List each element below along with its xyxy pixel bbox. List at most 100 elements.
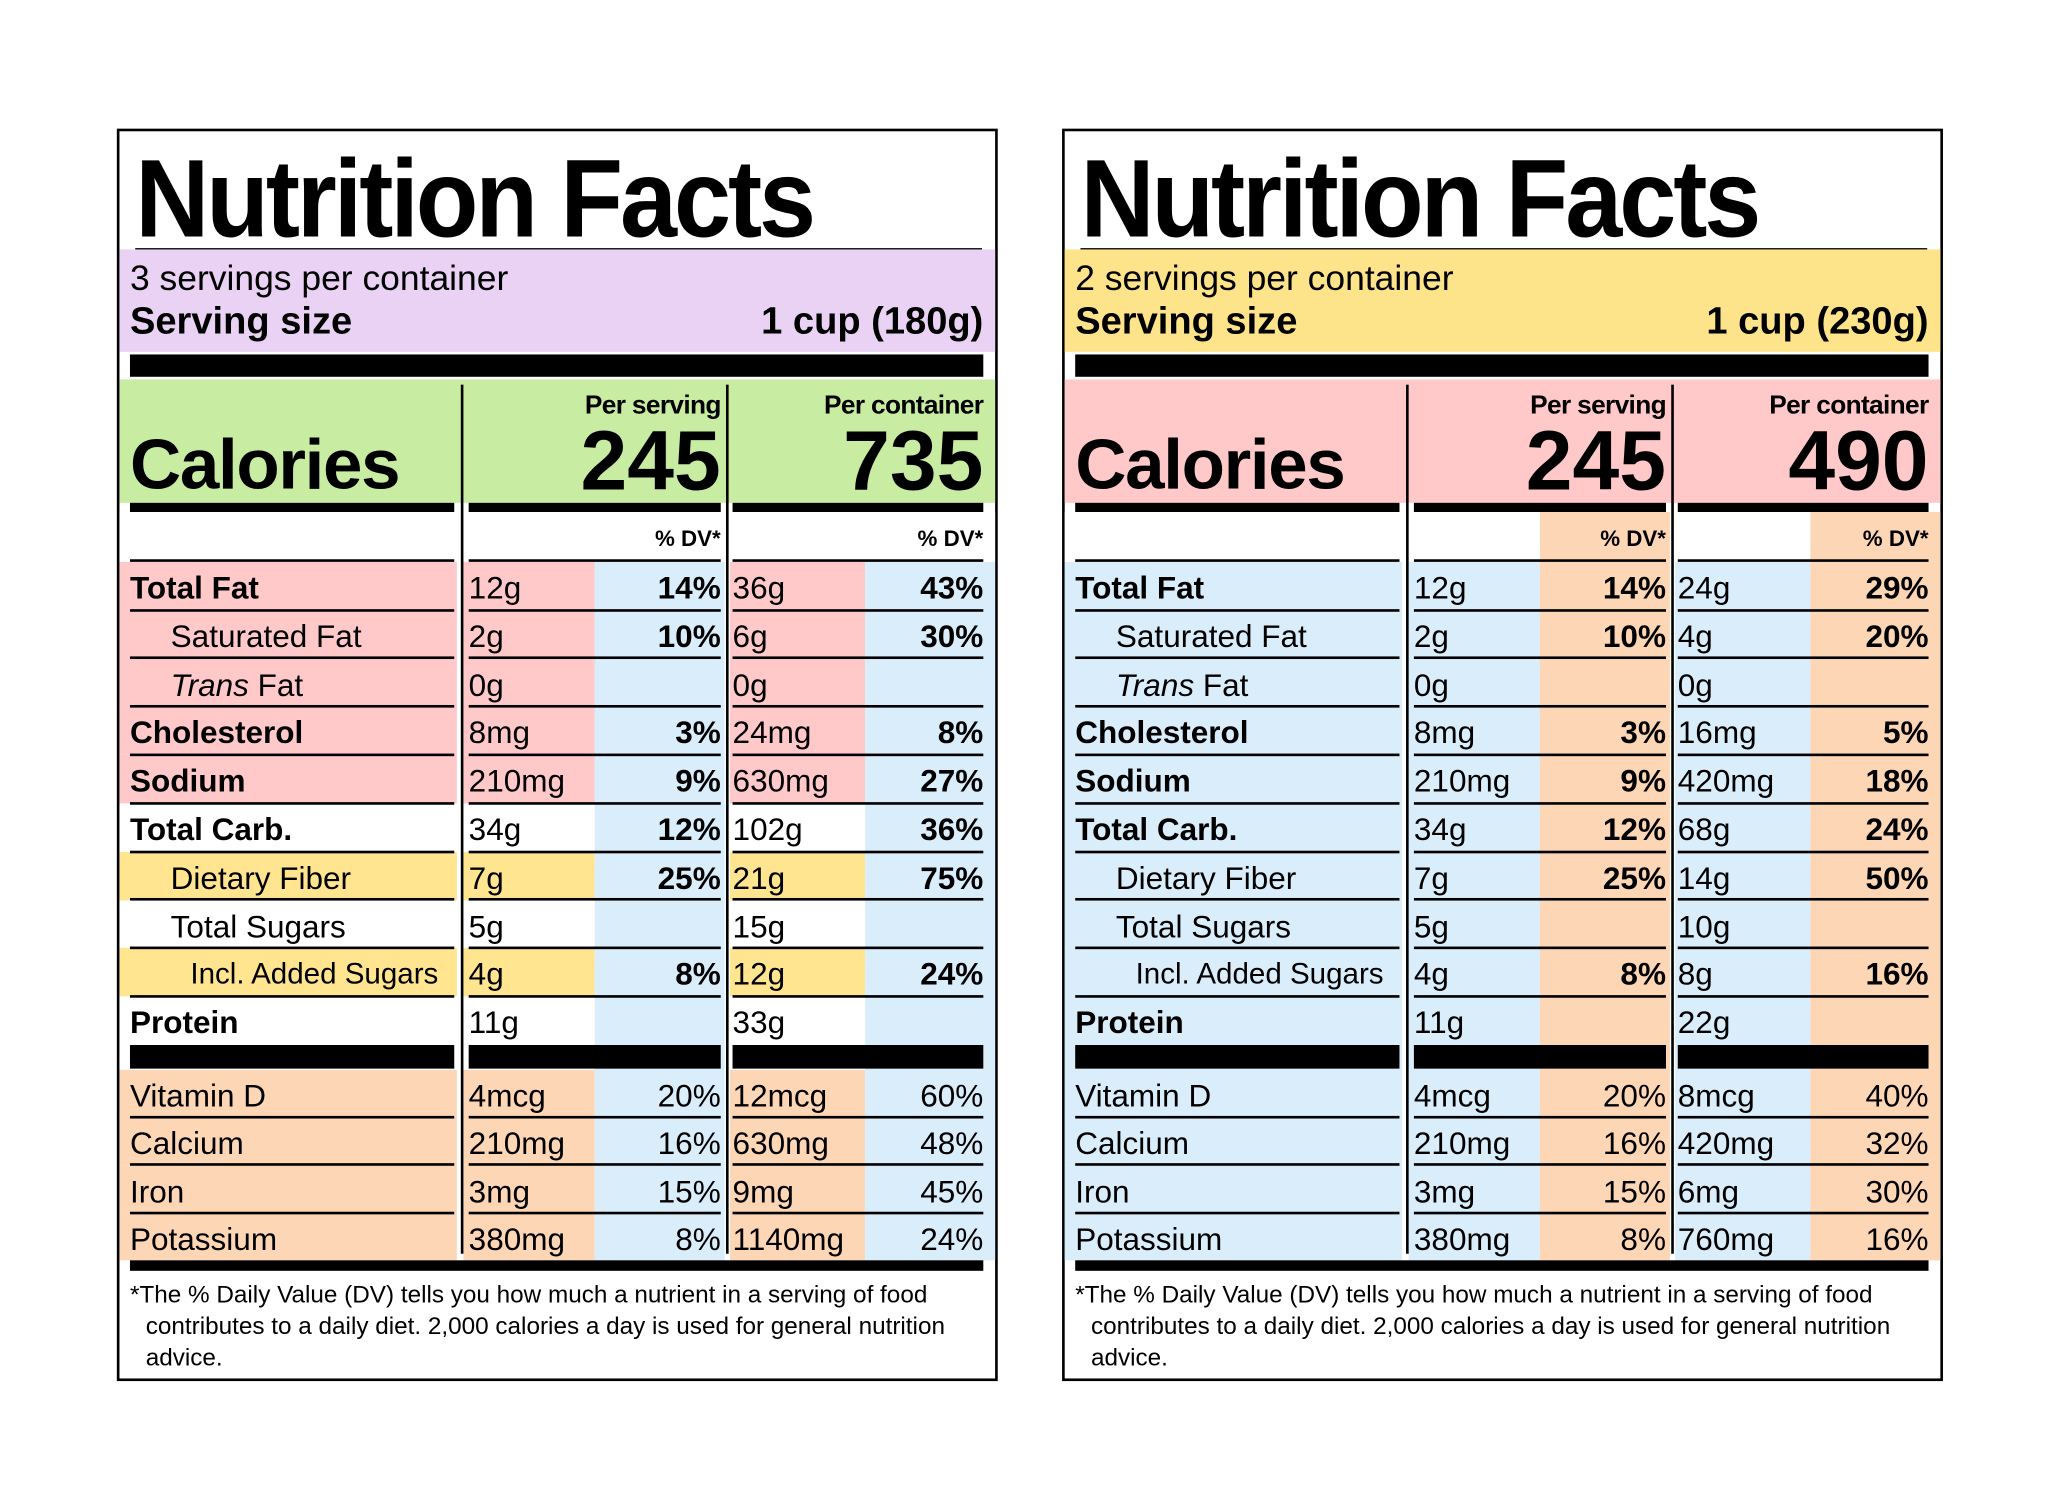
container-dv: 40% (1865, 1079, 1929, 1115)
label-cell-bg (1064, 900, 1403, 949)
vitamin-name: Calcium (1075, 1126, 1190, 1163)
container-amount: 630mg (732, 1126, 829, 1163)
dv-cell-bg (1539, 1117, 1670, 1166)
amount-cell-bg (1675, 511, 1811, 562)
amount-cell-bg (729, 561, 866, 611)
label-cell-bg (119, 996, 457, 1046)
label-cell-bg (1064, 1165, 1403, 1214)
row-rule (1075, 1211, 1400, 1214)
serving-amount: 210mg (468, 1126, 566, 1163)
container-dv: 75% (920, 860, 984, 897)
serving-dv: 20% (657, 1079, 721, 1115)
container-amount: 420mg (1677, 1126, 1775, 1163)
servings-per-container: 2 servings per container (1075, 258, 1454, 299)
amount-cell-bg (1408, 706, 1540, 756)
serving-amount: 5g (468, 909, 504, 945)
row-rule (129, 994, 455, 998)
nutrient-name-text: Total Sugars (1115, 909, 1292, 945)
dv-cell-bg (865, 900, 996, 949)
dv-cell-bg (865, 803, 996, 853)
row-rule (129, 850, 455, 853)
dv-cell-bg (1539, 1069, 1670, 1118)
serving-dv: 10% (1602, 619, 1666, 655)
row-rule (1677, 1163, 1929, 1167)
amount-cell-bg (729, 1212, 866, 1261)
amount-cell-bg (463, 1212, 595, 1261)
label-cell-bg (119, 755, 457, 804)
row-rule (1075, 801, 1400, 805)
container-amount: 10g (1677, 909, 1731, 945)
row-rule (732, 705, 984, 708)
row-rule (1075, 898, 1400, 901)
row-rule (732, 898, 984, 901)
thick-bar (129, 1045, 455, 1069)
row-rule (1677, 753, 1929, 757)
row-rule (1677, 656, 1929, 660)
serving-dv: 9% (1620, 764, 1666, 800)
amount-cell-bg (729, 658, 866, 708)
dv-cell-bg (1539, 803, 1670, 853)
serving-amount: 0g (1413, 667, 1449, 704)
amount-cell-bg (729, 803, 866, 853)
amount-cell-bg (463, 996, 595, 1046)
nutrient-name-text: Dietary Fiber (170, 860, 352, 897)
dv-cell-bg (865, 996, 996, 1046)
row-rule (468, 608, 721, 612)
amount-cell-bg (1675, 1117, 1811, 1166)
serving-amount: 4mcg (1413, 1079, 1491, 1115)
serving-dv: 8% (1620, 1222, 1666, 1258)
per-serving-label: Per serving (1530, 391, 1666, 421)
dv-cell-bg (865, 658, 996, 708)
label-cell-bg (119, 948, 457, 997)
nutrient-name-text: Total Carb. (1075, 812, 1238, 849)
calories-per-container: 490 (1788, 413, 1929, 509)
dv-cell-bg (1810, 706, 1941, 756)
label-cell-bg (119, 1069, 457, 1118)
container-amount: 6g (732, 619, 768, 655)
amount-cell-bg (463, 610, 595, 659)
dv-cell-bg (594, 900, 725, 949)
nutrient-name-text: Cholesterol (129, 715, 304, 752)
container-amount: 420mg (1677, 764, 1775, 800)
container-amount: 102g (732, 812, 803, 849)
calories-per-container: 735 (843, 413, 984, 509)
container-amount: 33g (732, 1005, 786, 1042)
label-title: Nutrition Facts (1080, 136, 1761, 260)
label-cell-bg (1064, 561, 1403, 611)
row-rule (1677, 898, 1929, 901)
dv-cell-bg (1810, 658, 1941, 708)
row-rule (129, 608, 455, 612)
nutrition-facts-label: Nutrition Facts 2 servings per container S… (1062, 128, 1943, 1382)
dv-cell-bg (1810, 996, 1941, 1046)
label-cell-bg (119, 610, 457, 659)
amount-cell-bg (463, 561, 595, 611)
serving-amount: 2g (468, 619, 504, 655)
amount-cell-bg (463, 1165, 595, 1214)
calories-band (119, 379, 996, 503)
amount-cell-bg (729, 610, 866, 659)
label-cell-bg (119, 851, 457, 901)
amount-cell-bg (1408, 755, 1540, 804)
serving-amount: 4mcg (468, 1079, 546, 1115)
amount-cell-bg (463, 1117, 595, 1166)
serving-amount: 7g (468, 860, 504, 897)
amount-cell-bg (729, 1165, 866, 1214)
label-cell-bg (1064, 803, 1403, 853)
row-rule (1413, 946, 1666, 950)
amount-cell-bg (729, 706, 866, 756)
row-rule (468, 1211, 721, 1214)
row-rule (1413, 753, 1666, 757)
serving-amount: 210mg (1413, 1126, 1511, 1163)
amount-cell-bg (463, 900, 595, 949)
label-cell-bg (119, 658, 457, 708)
amount-cell-bg (1408, 610, 1540, 659)
label-cell-bg (1064, 1069, 1403, 1118)
container-amount: 6mg (1677, 1174, 1740, 1210)
serving-dv: 20% (1602, 1079, 1666, 1115)
column-divider (1406, 384, 1409, 1254)
amount-cell-bg (463, 511, 595, 562)
label-cell-bg (1064, 755, 1403, 804)
amount-cell-bg (1675, 658, 1811, 708)
dv-cell-bg (1539, 561, 1670, 611)
thick-bar (468, 1045, 721, 1069)
